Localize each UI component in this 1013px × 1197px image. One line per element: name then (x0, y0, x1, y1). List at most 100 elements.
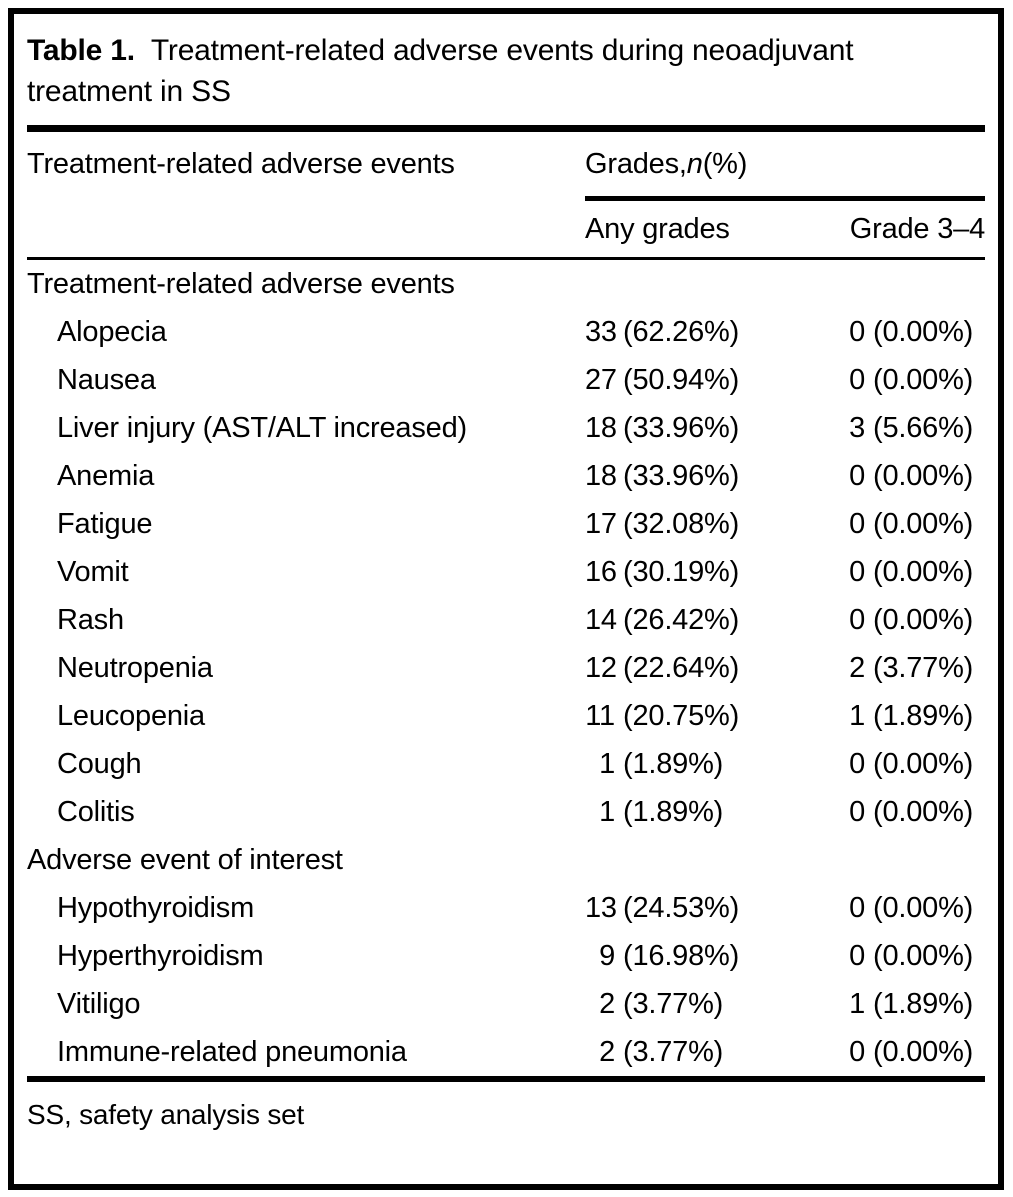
table-row: Fatigue 17 (32.08%) 0 (0.00%) (27, 500, 985, 548)
any-grades-cell: 18 (33.96%) (585, 460, 847, 493)
grade-3-4-percentage: (0.00%) (873, 795, 974, 828)
table-caption-text: Treatment-related adverse events during … (27, 34, 854, 108)
any-grades-cell: 16 (30.19%) (585, 556, 847, 589)
table-row: Anemia 18 (33.96%) 0 (0.00%) (27, 452, 985, 500)
table-row: Hyperthyroidism 9 (16.98%) 0 (0.00%) (27, 932, 985, 980)
row-label: Hyperthyroidism (57, 939, 264, 972)
grade-3-4-percentage: (0.00%) (873, 603, 974, 636)
grade-3-4-cell: 0 (0.00%) (847, 796, 985, 829)
any-grades-cell: 1 (1.89%) (585, 748, 847, 781)
grade-3-4-percentage: (1.89%) (873, 699, 974, 732)
footer-rule (27, 1076, 985, 1082)
any-grades-percentage: (30.19%) (623, 555, 740, 588)
grade-3-4-percentage: (0.00%) (873, 747, 974, 780)
any-grades-cell: 12 (22.64%) (585, 652, 847, 685)
any-grades-count: 2 (599, 1035, 615, 1068)
grade-3-4-count: 2 (849, 651, 865, 684)
grade-3-4-count: 0 (849, 555, 865, 588)
grade-3-4-cell: 0 (0.00%) (847, 556, 985, 589)
any-grades-cell: 33 (62.26%) (585, 316, 847, 349)
table-body: Treatment-related adverse events Alopeci… (27, 260, 985, 1076)
row-label: Vitiligo (57, 987, 141, 1020)
grade-3-4-count: 1 (849, 987, 865, 1020)
any-grades-count: 1 (599, 795, 615, 828)
any-grades-percentage: (24.53%) (623, 891, 740, 924)
grade-3-4-cell: 0 (0.00%) (847, 892, 985, 925)
any-grades-count: 1 (599, 747, 615, 780)
table-row: Vomit 16 (30.19%) 0 (0.00%) (27, 548, 985, 596)
row-label: Cough (57, 747, 142, 780)
grade-3-4-cell: 0 (0.00%) (847, 460, 985, 493)
row-label: Colitis (57, 795, 135, 828)
grade-3-4-count: 0 (849, 939, 865, 972)
table-row: Leucopenia 11 (20.75%) 1 (1.89%) (27, 692, 985, 740)
any-grades-count: 13 (585, 891, 617, 924)
grade-3-4-count: 0 (849, 315, 865, 348)
grade-3-4-percentage: (3.77%) (873, 651, 974, 684)
section-header-row: Treatment-related adverse events (27, 260, 985, 308)
grade-3-4-cell: 0 (0.00%) (847, 748, 985, 781)
grade-3-4-count: 0 (849, 507, 865, 540)
grade-3-4-count: 0 (849, 891, 865, 924)
any-grades-percentage: (1.89%) (623, 795, 724, 828)
grade-3-4-cell: 3 (5.66%) (847, 412, 985, 445)
grade-3-4-cell: 1 (1.89%) (847, 988, 985, 1021)
grade-3-4-count: 1 (849, 699, 865, 732)
grade-3-4-count: 0 (849, 795, 865, 828)
any-grades-count: 16 (585, 555, 617, 588)
any-grades-count: 11 (585, 699, 615, 732)
any-grades-cell: 27 (50.94%) (585, 364, 847, 397)
any-grades-cell: 13 (24.53%) (585, 892, 847, 925)
grade-3-4-cell: 0 (0.00%) (847, 604, 985, 637)
grade-3-4-count: 0 (849, 603, 865, 636)
table-row: Liver injury (AST/ALT increased) 18 (33.… (27, 404, 985, 452)
grade-3-4-percentage: (0.00%) (873, 507, 974, 540)
any-grades-percentage: (33.96%) (623, 411, 740, 444)
grades-header-group: Grades, n (%) Any grades Grade 3–4 (585, 132, 985, 257)
grades-group-suffix: (%) (702, 147, 748, 180)
any-grades-count: 2 (599, 987, 615, 1020)
any-grades-percentage: (3.77%) (623, 1035, 724, 1068)
col-header-adverse-events: Treatment-related adverse events (27, 147, 455, 180)
grades-group-n: n (686, 147, 703, 180)
row-label: Leucopenia (57, 699, 205, 732)
grade-3-4-count: 0 (849, 363, 865, 396)
any-grades-cell: 9 (16.98%) (585, 940, 847, 973)
table-row: Hypothyroidism 13 (24.53%) 0 (0.00%) (27, 884, 985, 932)
table-caption-label: Table 1. (27, 34, 135, 67)
row-label: Hypothyroidism (57, 891, 255, 924)
any-grades-cell: 11 (20.75%) (585, 700, 847, 733)
grade-3-4-cell: 0 (0.00%) (847, 316, 985, 349)
table-row: Nausea 27 (50.94%) 0 (0.00%) (27, 356, 985, 404)
table-header: Treatment-related adverse events Grades,… (27, 132, 985, 257)
grade-3-4-count: 0 (849, 747, 865, 780)
any-grades-count: 33 (585, 315, 617, 348)
any-grades-cell: 14 (26.42%) (585, 604, 847, 637)
table-footnote: SS, safety analysis set (27, 1099, 305, 1130)
any-grades-percentage: (50.94%) (623, 363, 740, 396)
col-header-grade-3-4: Grade 3–4 (849, 212, 985, 245)
grade-3-4-count: 3 (849, 411, 865, 444)
any-grades-percentage: (1.89%) (623, 747, 724, 780)
grade-3-4-cell: 0 (0.00%) (847, 508, 985, 541)
grade-3-4-percentage: (0.00%) (873, 555, 974, 588)
any-grades-count: 14 (585, 603, 617, 636)
section-header-row: Adverse event of interest (27, 836, 985, 884)
grade-3-4-cell: 2 (3.77%) (847, 652, 985, 685)
any-grades-percentage: (33.96%) (623, 459, 740, 492)
row-label: Nausea (57, 363, 156, 396)
any-grades-percentage: (32.08%) (623, 507, 740, 540)
grade-3-4-count: 0 (849, 459, 865, 492)
any-grades-cell: 17 (32.08%) (585, 508, 847, 541)
grades-group-rule (585, 196, 985, 201)
any-grades-cell: 18 (33.96%) (585, 412, 847, 445)
grade-3-4-cell: 0 (0.00%) (847, 940, 985, 973)
row-label: Fatigue (57, 507, 153, 540)
grade-3-4-percentage: (1.89%) (873, 987, 974, 1020)
table-caption: Table 1. Treatment-related adverse events… (27, 30, 907, 112)
row-label: Vomit (57, 555, 129, 588)
any-grades-percentage: (16.98%) (623, 939, 740, 972)
row-label: Rash (57, 603, 124, 636)
any-grades-cell: 1 (1.89%) (585, 796, 847, 829)
